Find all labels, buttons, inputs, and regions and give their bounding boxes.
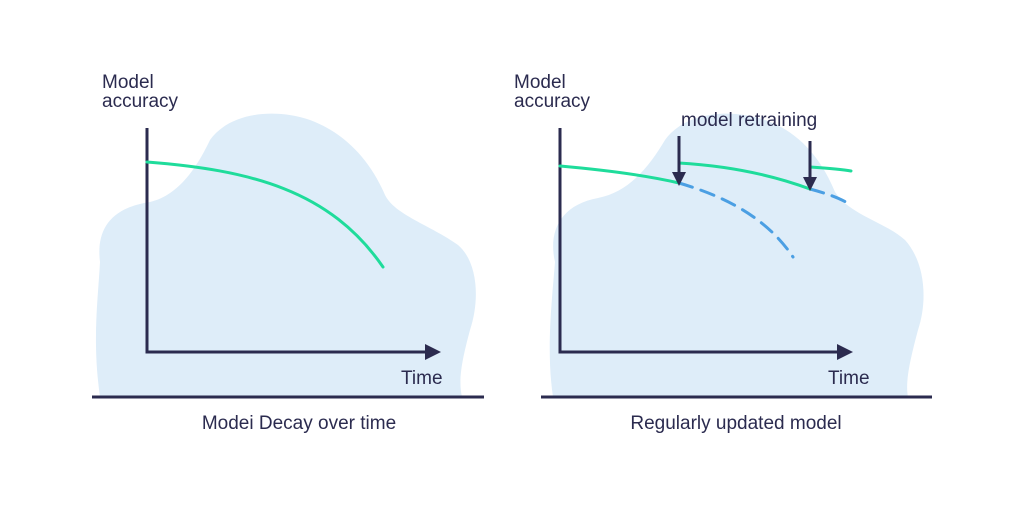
right-decay-projection-1 — [677, 181, 795, 259]
retrain-arrow-1-arrow-down-icon — [672, 172, 686, 186]
right-decay-projection-2 — [808, 187, 851, 206]
right-y-axis-label-line1: Model — [514, 72, 566, 93]
left-y-axis-label-line1: Model — [102, 72, 154, 93]
right-caption: Regularly updated model — [630, 413, 841, 434]
right-accuracy-segment-3 — [808, 165, 853, 173]
left-x-axis-label: Time — [401, 368, 443, 389]
left-panel: Model accuracy Time Modei Decay over tim… — [92, 72, 484, 434]
retrain-arrow-2-arrow-down-icon — [803, 177, 817, 191]
left-caption: Modei Decay over time — [202, 413, 396, 434]
right-x-axis-label: Time — [828, 368, 870, 389]
right-x-axis-arrow-icon — [837, 344, 853, 360]
right-panel: Model accuracy model retraining Time Reg… — [514, 72, 932, 434]
left-x-axis-arrow-icon — [425, 344, 441, 360]
left-background-blob — [95, 113, 476, 397]
right-background-blob — [549, 113, 924, 397]
retraining-annotation: model retraining — [681, 110, 817, 131]
left-accuracy-curve — [145, 160, 385, 269]
left-y-axis-label-line2: accuracy — [102, 91, 179, 112]
right-accuracy-segment-1 — [558, 164, 681, 185]
right-accuracy-segment-2 — [677, 161, 812, 191]
right-y-axis-label-line2: accuracy — [514, 91, 591, 112]
